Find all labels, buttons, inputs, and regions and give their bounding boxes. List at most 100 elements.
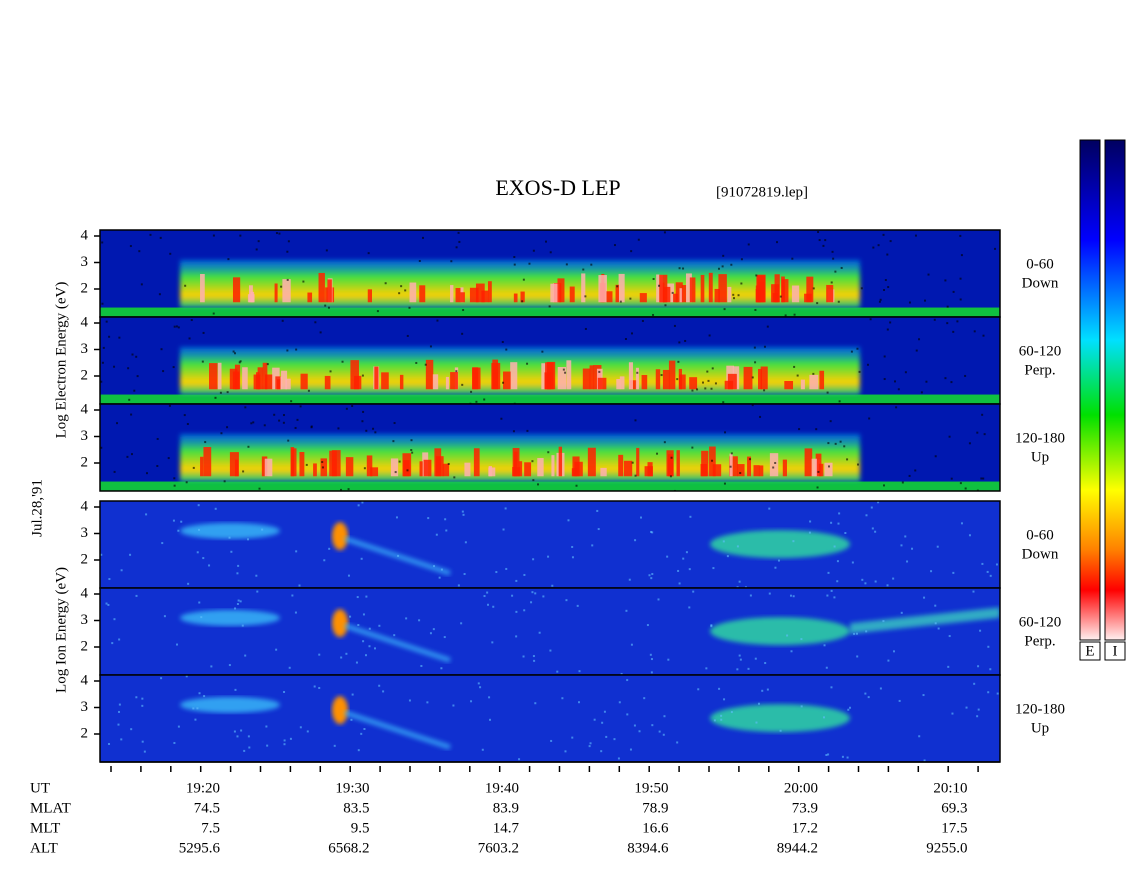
noise xyxy=(214,507,217,510)
noise xyxy=(619,300,622,303)
noise xyxy=(830,589,833,592)
noise xyxy=(613,244,616,247)
noise xyxy=(977,665,980,668)
noise xyxy=(547,451,550,454)
noise xyxy=(858,370,861,373)
noise xyxy=(537,483,540,486)
noise xyxy=(846,756,849,759)
noise xyxy=(549,251,552,254)
noise xyxy=(117,723,120,726)
noise xyxy=(505,348,508,351)
noise xyxy=(664,304,667,307)
noise xyxy=(113,470,116,473)
noise xyxy=(861,578,864,581)
hot-spot xyxy=(232,277,241,303)
noise xyxy=(488,696,491,699)
noise xyxy=(740,282,743,285)
noise xyxy=(796,374,799,377)
noise xyxy=(565,263,568,266)
noise xyxy=(450,260,453,263)
hot-spot xyxy=(587,447,596,477)
y-tick-label: 4 xyxy=(81,498,89,514)
noise xyxy=(511,594,514,597)
noise xyxy=(951,712,954,715)
noise xyxy=(952,571,955,574)
color-bar-box xyxy=(1079,641,1101,661)
time-value: 17.5 xyxy=(941,820,967,836)
noise xyxy=(723,698,726,701)
noise xyxy=(175,325,178,328)
noise xyxy=(833,596,836,599)
noise xyxy=(706,370,709,373)
noise xyxy=(532,655,535,658)
noise xyxy=(897,388,900,391)
noise xyxy=(936,545,939,548)
hot-spot xyxy=(666,283,675,303)
hot-spot xyxy=(425,359,434,390)
noise xyxy=(753,346,756,349)
noise xyxy=(838,400,841,403)
hot-spot xyxy=(743,366,753,390)
noise xyxy=(257,240,260,243)
hot-spot xyxy=(712,464,722,477)
hot-spot xyxy=(647,462,653,477)
noise xyxy=(816,486,819,489)
noise xyxy=(600,750,603,753)
noise xyxy=(678,267,681,270)
noise xyxy=(214,396,217,399)
noise xyxy=(851,561,854,564)
noise xyxy=(774,566,777,569)
channel-label: 0-60 xyxy=(1026,527,1054,543)
noise xyxy=(198,692,201,695)
color-bar-label: I xyxy=(1113,643,1118,659)
hot-spot xyxy=(520,291,525,303)
noise xyxy=(934,622,937,625)
noise xyxy=(219,391,222,394)
noise xyxy=(830,686,833,689)
noise xyxy=(933,318,936,321)
noise xyxy=(287,439,290,442)
noise xyxy=(830,521,833,524)
noise xyxy=(318,686,321,689)
noise xyxy=(341,360,344,363)
color-bar xyxy=(1079,139,1101,641)
hot-spot xyxy=(524,462,532,477)
noise xyxy=(764,662,767,665)
noise xyxy=(244,654,247,657)
noise xyxy=(410,449,413,452)
noise xyxy=(196,707,199,710)
noise xyxy=(562,368,565,371)
noise xyxy=(793,365,796,368)
noise xyxy=(959,234,962,237)
hot-spot xyxy=(737,464,745,477)
noise xyxy=(638,730,641,733)
noise xyxy=(658,730,661,733)
noise xyxy=(571,736,574,739)
noise xyxy=(968,442,971,445)
noise xyxy=(429,345,432,348)
noise xyxy=(790,650,793,653)
noise xyxy=(667,658,670,661)
hot-spot xyxy=(264,458,273,477)
noise xyxy=(867,696,870,699)
noise xyxy=(265,725,268,728)
noise xyxy=(754,308,757,311)
blob xyxy=(180,609,280,626)
panel: 4 3 2 60-120 Perp. xyxy=(81,314,1061,405)
hot-spot xyxy=(487,281,492,303)
noise xyxy=(629,297,632,300)
hot-spot xyxy=(727,286,732,303)
noise xyxy=(255,248,258,251)
noise xyxy=(452,704,455,707)
noise xyxy=(361,420,364,423)
hot-spot xyxy=(641,375,648,390)
noise xyxy=(173,477,176,480)
noise xyxy=(950,381,953,384)
noise xyxy=(871,527,874,530)
noise xyxy=(886,253,889,256)
hot-spot xyxy=(460,292,465,303)
noise xyxy=(663,231,666,234)
hot-spot xyxy=(285,378,291,390)
noise xyxy=(747,243,750,246)
noise xyxy=(432,628,435,631)
